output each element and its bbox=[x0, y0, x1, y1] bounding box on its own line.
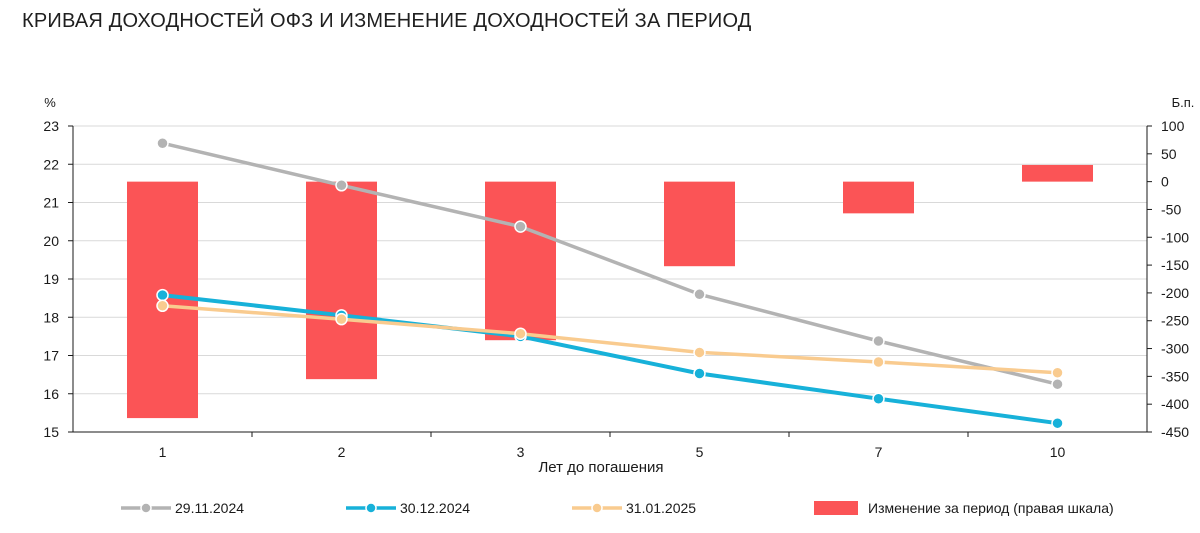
change-bar bbox=[1022, 164, 1093, 182]
change-bar bbox=[843, 181, 914, 214]
x-tick-label: 1 bbox=[159, 444, 167, 460]
left-tick-label: 15 bbox=[43, 424, 59, 440]
left-tick-label: 22 bbox=[43, 156, 59, 172]
tick-labels: 151617181920212223-450-400-350-300-250-2… bbox=[43, 118, 1189, 460]
legend-swatch-point bbox=[140, 502, 152, 514]
x-tick-label: 2 bbox=[338, 444, 346, 460]
series-point bbox=[335, 179, 348, 192]
change-bar bbox=[485, 181, 556, 341]
left-axis-unit: % bbox=[44, 95, 56, 110]
series-point bbox=[1051, 416, 1064, 430]
right-tick-label: -450 bbox=[1161, 424, 1189, 440]
left-tick-label: 16 bbox=[43, 386, 59, 402]
x-tick-label: 5 bbox=[696, 444, 704, 460]
left-tick-label: 23 bbox=[43, 118, 59, 134]
left-tick-label: 21 bbox=[43, 195, 59, 211]
legend-label: 29.11.2024 bbox=[175, 500, 244, 516]
change-bar bbox=[664, 181, 735, 267]
series-point bbox=[156, 136, 169, 150]
legend-swatch-bar bbox=[814, 501, 858, 515]
series-point bbox=[872, 392, 885, 405]
x-tick-label: 7 bbox=[875, 444, 883, 460]
left-tick-label: 19 bbox=[43, 271, 59, 287]
right-tick-label: -300 bbox=[1161, 341, 1189, 357]
series-point bbox=[335, 312, 348, 326]
series-point bbox=[514, 220, 527, 233]
series-point bbox=[1051, 377, 1064, 391]
series-line bbox=[162, 304, 1058, 375]
right-tick-label: -250 bbox=[1161, 313, 1189, 329]
legend-swatch-point bbox=[591, 502, 603, 514]
right-tick-label: 100 bbox=[1161, 118, 1185, 134]
series-point bbox=[693, 367, 706, 380]
right-tick-label: 50 bbox=[1161, 146, 1177, 162]
right-tick-label: -350 bbox=[1161, 368, 1189, 384]
x-axis-label: Лет до погашения bbox=[538, 459, 663, 476]
yield-lines bbox=[156, 136, 1064, 430]
right-tick-label: 0 bbox=[1161, 174, 1169, 190]
legend-swatch-point bbox=[365, 502, 377, 514]
x-tick-label: 10 bbox=[1050, 444, 1066, 460]
right-axis-unit: Б.п. bbox=[1172, 95, 1195, 110]
legend-label: 30.12.2024 bbox=[400, 500, 470, 516]
legend-label: 31.01.2025 bbox=[626, 500, 696, 516]
right-tick-label: -400 bbox=[1161, 396, 1189, 412]
legend-label: Изменение за период (правая шкала) bbox=[868, 500, 1114, 516]
series-point bbox=[156, 299, 169, 313]
series-point bbox=[693, 288, 706, 301]
series-point bbox=[1051, 366, 1064, 379]
series-point bbox=[156, 288, 169, 302]
right-tick-label: -150 bbox=[1161, 257, 1189, 273]
series-point bbox=[872, 355, 885, 369]
left-tick-label: 17 bbox=[43, 348, 59, 364]
x-tick-label: 3 bbox=[517, 444, 525, 460]
series-point bbox=[693, 346, 706, 359]
chart-title: КРИВАЯ ДОХОДНОСТЕЙ ОФЗ И ИЗМЕНЕНИЕ ДОХОД… bbox=[22, 10, 752, 32]
change-bar bbox=[306, 181, 377, 380]
axes bbox=[68, 125, 1152, 437]
series-point bbox=[872, 334, 885, 348]
right-tick-label: -50 bbox=[1161, 201, 1181, 217]
legend: 29.11.2024 30.12.2024 31.01.2025 Изменение … bbox=[121, 500, 1114, 516]
left-tick-label: 20 bbox=[43, 233, 59, 249]
series-point bbox=[514, 327, 527, 340]
left-tick-label: 18 bbox=[43, 309, 59, 325]
series-line bbox=[162, 141, 1058, 386]
right-tick-label: -100 bbox=[1161, 229, 1189, 245]
series-line bbox=[162, 293, 1058, 426]
right-tick-label: -200 bbox=[1161, 285, 1189, 301]
